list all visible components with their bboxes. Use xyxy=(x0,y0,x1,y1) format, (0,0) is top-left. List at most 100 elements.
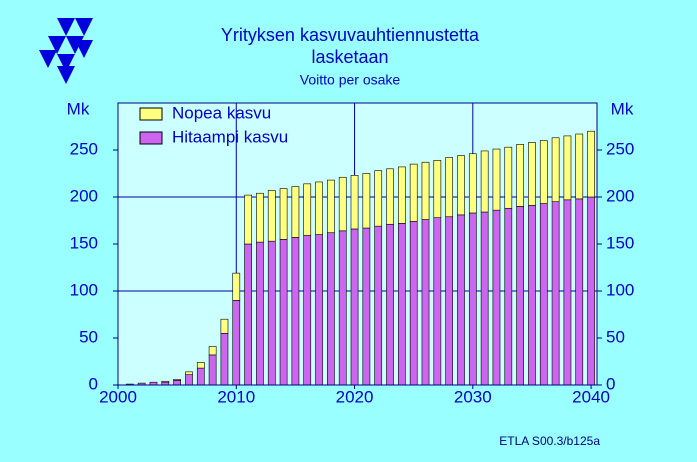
bar-segment xyxy=(468,212,477,386)
bar-segment xyxy=(185,374,193,386)
bar-segment xyxy=(208,354,217,386)
bar-segment xyxy=(315,234,323,386)
bar-segment xyxy=(445,157,454,218)
bar-segment xyxy=(492,209,501,386)
bar-segment xyxy=(528,205,536,386)
bar-segment xyxy=(256,192,264,243)
bar-segment xyxy=(409,221,418,386)
logo xyxy=(39,18,93,84)
legend-label: Hitaampi kasvu xyxy=(172,127,288,146)
bar-segment xyxy=(350,228,359,386)
y-tick-label: 250 xyxy=(70,139,98,158)
bar-segment xyxy=(504,207,513,386)
bar-segment xyxy=(374,225,383,386)
bar-segment xyxy=(445,216,454,386)
x-tick-label: 2040 xyxy=(572,387,610,406)
bar-segment xyxy=(196,362,205,369)
bar-segment xyxy=(173,379,181,381)
bar-segment xyxy=(587,196,595,386)
y2-tick-label: 50 xyxy=(606,327,625,346)
bar-segment xyxy=(279,188,288,240)
bar-segment xyxy=(327,232,335,386)
bar-segment xyxy=(516,206,524,386)
bar-segment xyxy=(492,148,501,211)
y2-axis-label: Mk xyxy=(611,99,634,118)
bar-segment xyxy=(315,181,323,235)
x-tick-label: 2000 xyxy=(99,387,137,406)
bar-segment xyxy=(563,199,572,386)
y2-tick-label: 0 xyxy=(606,374,615,393)
bar-segment xyxy=(539,203,548,386)
bar-segment xyxy=(457,155,465,216)
y2-tick-label: 100 xyxy=(606,280,634,299)
bar-segment xyxy=(196,367,205,386)
y2-tick-label: 250 xyxy=(606,139,634,158)
legend-swatch xyxy=(139,107,163,121)
bar-segment xyxy=(528,142,536,206)
bar-segment xyxy=(256,241,264,386)
y-tick-label: 200 xyxy=(70,186,98,205)
x-tick-label: 2030 xyxy=(454,387,492,406)
bar-segment xyxy=(220,332,229,386)
bar-segment xyxy=(362,227,371,386)
bar-segment xyxy=(374,170,383,227)
bar-segment xyxy=(539,140,548,204)
bar-segment xyxy=(587,130,595,198)
bar-segment xyxy=(457,214,465,386)
bar-segment xyxy=(232,272,241,301)
bar-segment xyxy=(161,380,170,383)
bar-segment xyxy=(327,179,335,234)
bar-segment xyxy=(551,137,560,202)
y-axis-label: Mk xyxy=(67,99,90,118)
bar-segment xyxy=(421,219,430,386)
y-tick-label: 100 xyxy=(70,280,98,299)
bar-segment xyxy=(504,146,513,209)
bar-segment xyxy=(303,235,312,386)
y-tick-label: 150 xyxy=(70,233,98,252)
bar-segment xyxy=(398,223,406,386)
bar-segment xyxy=(173,379,181,386)
bar-segment xyxy=(279,239,288,386)
source-note: ETLA S00.3/b125a xyxy=(499,434,600,448)
y-tick-label: 50 xyxy=(79,327,98,346)
bar-segment xyxy=(480,150,489,213)
bar-segment xyxy=(338,176,347,232)
bar-segment xyxy=(220,318,229,334)
bar-segment xyxy=(468,153,477,214)
bar-segment xyxy=(291,237,300,386)
y-tick-label: 0 xyxy=(89,374,98,393)
bar-segment xyxy=(433,217,442,386)
bar-segment xyxy=(267,190,276,242)
bar-segment xyxy=(575,198,584,386)
chart-title-line2: lasketaan xyxy=(311,47,388,67)
bar-segment xyxy=(480,211,489,386)
bar-segment xyxy=(338,230,347,386)
bar-segment xyxy=(185,371,193,375)
bar-segment xyxy=(386,223,394,386)
plot-border xyxy=(117,102,598,386)
bar-segment xyxy=(398,166,406,224)
legend-swatch xyxy=(139,131,163,145)
bar-segment xyxy=(208,346,217,356)
bar-segment xyxy=(350,175,359,230)
x-tick-label: 2020 xyxy=(336,387,374,406)
bar-segment xyxy=(386,168,394,225)
bar-segment xyxy=(232,300,241,386)
bar-segment xyxy=(433,160,442,218)
bar-segment xyxy=(291,186,300,238)
x-tick-label: 2010 xyxy=(217,387,255,406)
bar-segment xyxy=(303,183,312,236)
bar-segment xyxy=(267,240,276,386)
bar-segment xyxy=(563,135,572,201)
bar-segment xyxy=(551,201,560,386)
y2-tick-label: 200 xyxy=(606,186,634,205)
bar-segment xyxy=(362,173,371,229)
chart-title: Yrityksen kasvuvauhtiennustetta xyxy=(221,25,480,45)
bar-segment xyxy=(516,144,524,207)
bar-segment xyxy=(244,194,252,245)
bar-segment xyxy=(244,243,252,386)
bar-segment xyxy=(421,161,430,220)
bar-segment xyxy=(575,133,584,200)
legend-label: Nopea kasvu xyxy=(172,103,271,122)
